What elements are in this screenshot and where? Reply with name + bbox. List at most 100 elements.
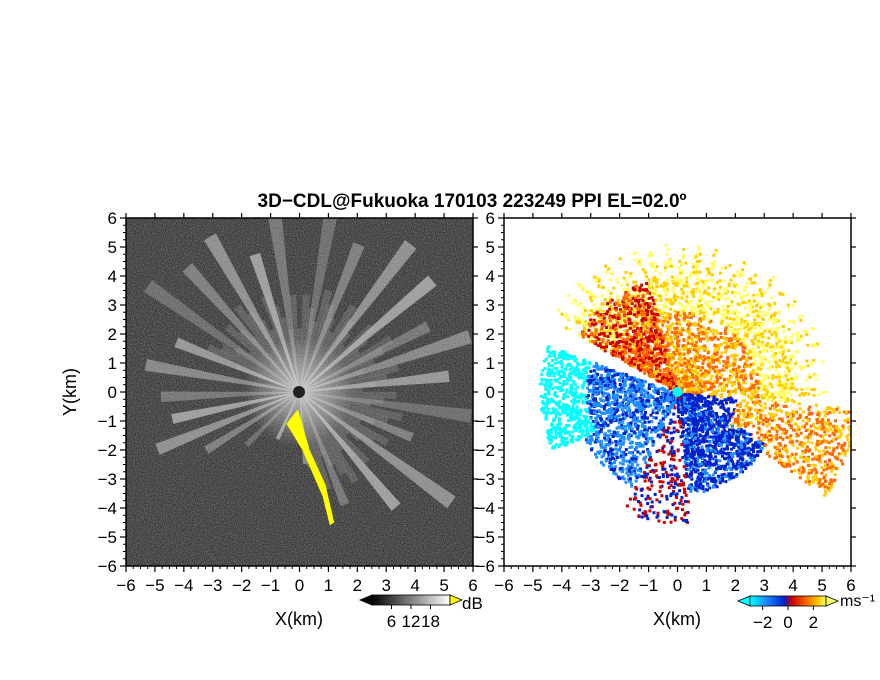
velocity-point <box>753 388 757 392</box>
velocity-point <box>712 389 716 393</box>
velocity-point <box>683 444 687 448</box>
velocity-point <box>706 404 710 408</box>
velocity-point <box>640 331 644 335</box>
velocity-point <box>643 479 647 483</box>
velocity-point <box>709 419 712 423</box>
velocity-point <box>767 336 771 340</box>
velocity-point <box>781 464 785 468</box>
velocity-point <box>732 342 736 345</box>
velocity-point <box>740 391 744 395</box>
velocity-point <box>770 418 774 422</box>
velocity-point <box>670 275 674 279</box>
velocity-point <box>627 464 631 468</box>
velocity-point <box>698 355 702 359</box>
velocity-point <box>650 436 654 440</box>
velocity-point <box>691 464 694 468</box>
velocity-point <box>824 473 828 477</box>
velocity-point <box>801 419 805 423</box>
velocity-point <box>755 408 759 412</box>
velocity-point <box>717 419 721 423</box>
velocity-point <box>686 341 690 345</box>
velocity-point <box>705 291 709 295</box>
velocity-point <box>759 439 763 443</box>
velocity-point <box>581 288 585 292</box>
velocity-point <box>649 470 653 473</box>
velocity-point <box>695 371 699 375</box>
velocity-point <box>692 295 696 299</box>
velocity-point <box>844 451 848 455</box>
velocity-point <box>686 435 689 439</box>
velocity-point <box>655 286 659 290</box>
velocity-point <box>709 411 713 415</box>
velocity-point <box>644 434 648 438</box>
velocity-point <box>744 404 748 408</box>
velocity-point <box>713 415 717 419</box>
velocity-point <box>787 349 791 353</box>
velocity-point <box>707 349 711 353</box>
velocity-point <box>635 293 638 297</box>
velocity-point <box>654 430 658 434</box>
velocity-point <box>608 278 612 282</box>
velocity-point <box>734 388 738 391</box>
velocity-point <box>581 286 585 290</box>
velocity-point <box>669 520 673 524</box>
velocity-point <box>829 427 833 431</box>
velocity-point <box>803 329 806 333</box>
velocity-point <box>691 401 695 405</box>
velocity-point <box>712 260 716 263</box>
velocity-point <box>715 352 719 356</box>
velocity-point <box>825 467 829 471</box>
velocity-point <box>591 313 595 317</box>
velocity-point <box>689 462 692 466</box>
velocity-point <box>825 427 829 431</box>
velocity-point <box>768 318 772 322</box>
velocity-point <box>679 380 683 384</box>
velocity-point <box>607 465 611 469</box>
velocity-point <box>729 468 733 472</box>
velocity-point <box>723 414 727 418</box>
velocity-point <box>707 418 711 422</box>
velocity-point <box>832 447 836 451</box>
velocity-point <box>673 293 677 297</box>
velocity-point <box>835 408 839 411</box>
velocity-point <box>796 339 799 343</box>
velocity-point <box>701 438 705 441</box>
velocity-point <box>695 380 699 384</box>
velocity-point <box>600 443 604 447</box>
velocity-point <box>782 461 786 465</box>
velocity-point <box>704 439 708 443</box>
velocity-point <box>628 479 632 483</box>
velocity-point <box>702 375 706 379</box>
velocity-point <box>846 438 850 442</box>
velocity-point <box>679 314 683 318</box>
velocity-point <box>617 320 621 324</box>
velocity-point <box>746 313 750 317</box>
velocity-point <box>703 357 707 361</box>
velocity-point <box>734 336 738 340</box>
velocity-point <box>816 482 820 486</box>
velocity-point <box>735 314 739 318</box>
velocity-point <box>628 275 632 278</box>
velocity-point <box>714 401 718 405</box>
velocity-point <box>690 337 694 341</box>
velocity-point <box>680 431 684 435</box>
velocity-point <box>694 310 698 314</box>
velocity-point <box>675 276 679 280</box>
velocity-point <box>632 291 636 295</box>
velocity-point <box>723 329 727 333</box>
velocity-point <box>778 326 782 330</box>
velocity-point <box>699 419 703 423</box>
velocity-point <box>635 424 638 427</box>
velocity-point <box>745 344 749 347</box>
velocity-point <box>744 467 748 470</box>
velocity-point <box>720 464 724 468</box>
velocity-point <box>701 453 705 456</box>
velocity-point <box>810 429 813 433</box>
velocity-point <box>714 459 718 463</box>
velocity-point <box>772 316 776 320</box>
velocity-point <box>704 434 707 438</box>
velocity-point <box>746 352 749 356</box>
velocity-point <box>719 437 723 441</box>
velocity-point <box>775 409 779 412</box>
velocity-point <box>696 323 700 327</box>
